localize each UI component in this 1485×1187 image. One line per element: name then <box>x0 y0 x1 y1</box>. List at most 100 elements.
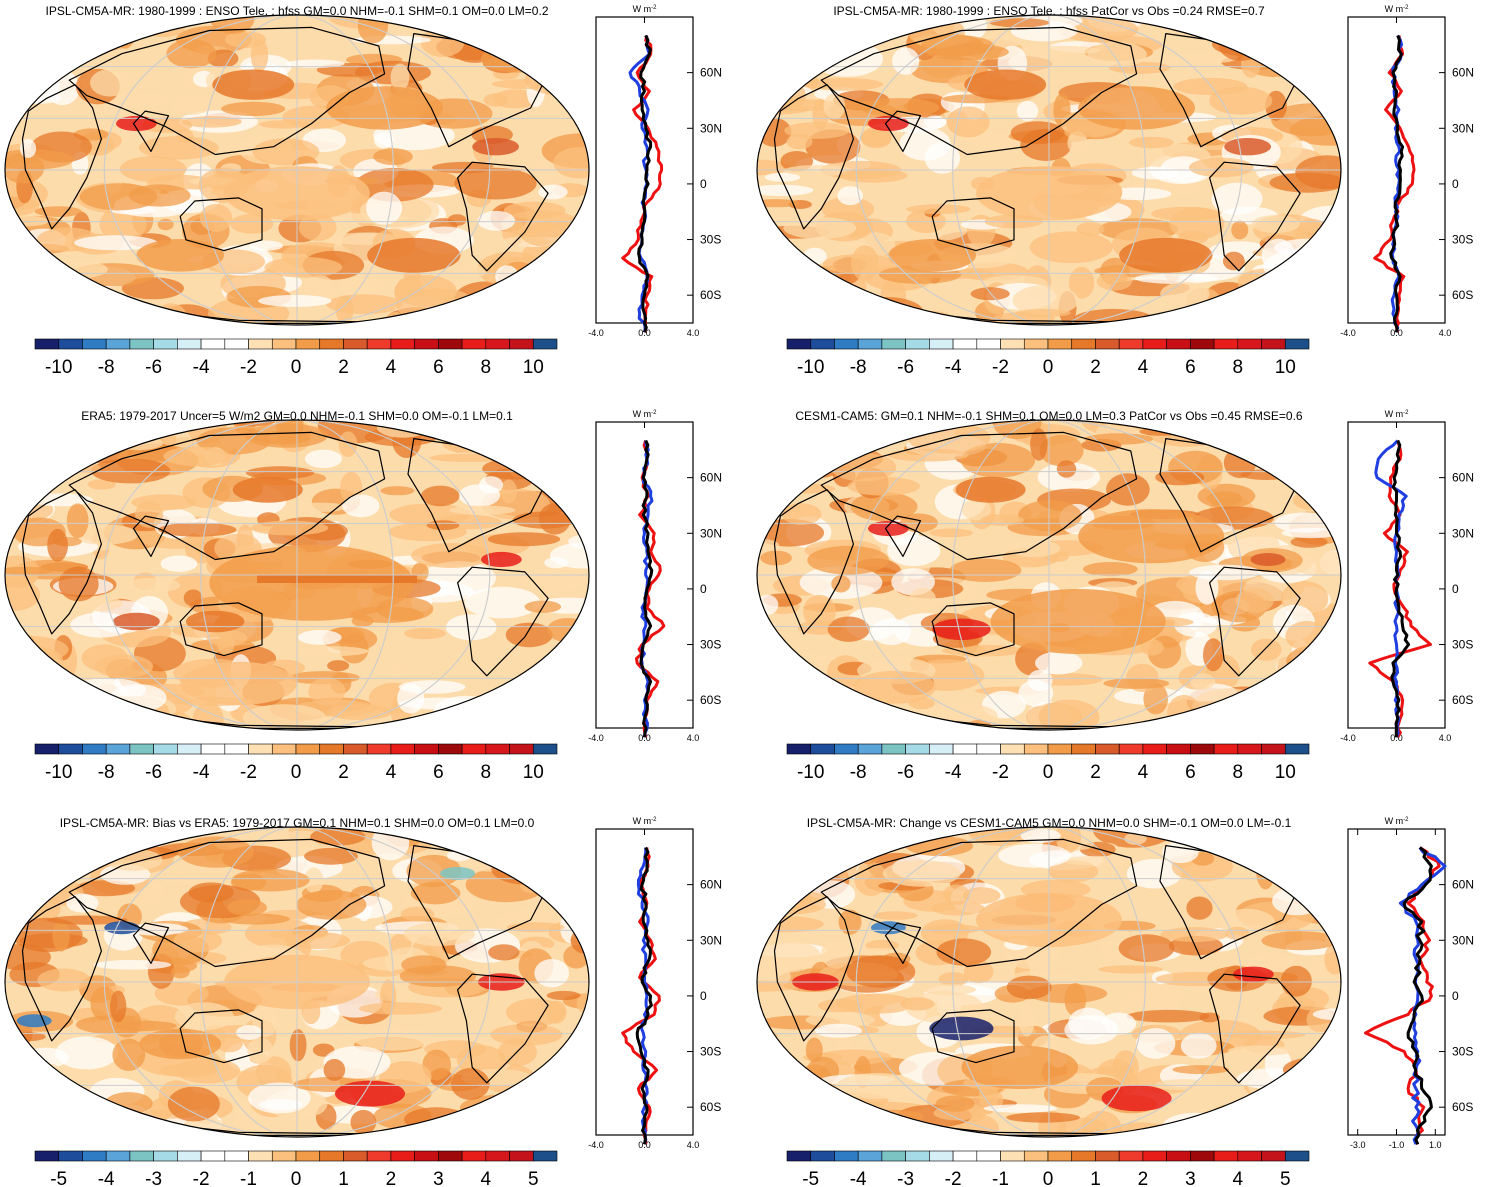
colorbar-label: 8 <box>1233 762 1244 783</box>
field-anomaly <box>186 610 245 633</box>
field-patch <box>1192 688 1265 724</box>
field-patch <box>519 877 544 893</box>
field-patch <box>227 899 267 916</box>
field-patch <box>1304 695 1326 723</box>
coastline-samerica <box>457 973 549 1084</box>
zonal-mean-plot: W m-2 60N 30N 0 30S 60S -4.0 0.0 4.0 <box>588 409 722 743</box>
colorbar-swatch <box>509 338 534 350</box>
field-patch <box>882 860 961 887</box>
zonal-xtick-label: 4.0 <box>1439 328 1452 338</box>
field-patch <box>490 1024 563 1046</box>
colorbar-swatch <box>532 338 558 350</box>
zonal-xtick-label: -4.0 <box>1340 328 1356 338</box>
field-patch <box>5 617 16 631</box>
colorbar-swatch <box>390 338 415 350</box>
colorbar-swatch <box>485 338 510 350</box>
field-patch <box>1007 539 1061 558</box>
field-patch <box>1030 428 1048 461</box>
field-patch <box>779 708 803 730</box>
field-patch <box>869 717 916 730</box>
field-patch <box>799 686 859 708</box>
field-patch <box>1218 26 1264 61</box>
zonal-xtick-label: -4.0 <box>588 733 604 743</box>
field-patch <box>846 955 916 988</box>
field-patch <box>768 662 786 686</box>
field-patch <box>540 24 568 43</box>
field-patch <box>1283 283 1341 298</box>
zonal-series-2 <box>1389 34 1405 333</box>
field-patch <box>1172 1065 1230 1075</box>
coastline-africa <box>21 84 102 230</box>
graticule-lon <box>103 420 491 730</box>
colorbar-swatch <box>1023 338 1049 350</box>
field-patch <box>519 34 536 69</box>
colorbar-swatch <box>438 338 463 350</box>
field-patch <box>1208 241 1271 262</box>
field-patch <box>853 670 936 704</box>
zonal-xtick-label: 1.0 <box>1429 1140 1442 1150</box>
map <box>4 14 590 326</box>
zonal-ytick-label: 30S <box>700 638 721 652</box>
field-patch <box>530 442 553 461</box>
zonal-ytick-label: 30N <box>1452 933 1474 947</box>
zonal-ytick-label: 0 <box>1452 177 1459 191</box>
field-patch <box>474 312 542 325</box>
colorbar-label: 0 <box>1043 357 1054 378</box>
colorbar-swatch <box>58 338 83 350</box>
zonal-series-2 <box>1402 846 1433 1145</box>
field-patch <box>231 868 310 892</box>
field-patch <box>439 306 468 316</box>
field-patch <box>992 420 1042 440</box>
field-patch <box>1169 207 1225 240</box>
colorbar-swatch <box>976 743 1001 755</box>
field-patch <box>546 618 589 643</box>
field-anomaly <box>1233 966 1274 982</box>
colorbar: -10 -8 -6 -4 -2 0 2 4 6 8 10 <box>34 338 558 378</box>
graticule-lon <box>103 827 491 1137</box>
field-patch <box>326 294 403 315</box>
coastline-india <box>132 110 170 152</box>
zonal-unit-sup: -2 <box>651 410 657 416</box>
field-patch <box>1006 975 1052 1000</box>
zonal-ytick-label: 60S <box>1452 693 1473 707</box>
field-patch <box>1279 280 1341 304</box>
field-patch <box>1297 853 1341 868</box>
colorbar-swatch <box>343 743 368 755</box>
zonal-xtick-label: 0.0 <box>638 733 651 743</box>
field-patch <box>550 1055 589 1067</box>
field-patch <box>1236 1068 1310 1090</box>
colorbar-swatch <box>952 338 978 350</box>
colorbar-label: -10 <box>45 762 72 783</box>
field-patch <box>242 704 327 730</box>
field-patch <box>559 682 589 713</box>
field-patch <box>24 1118 53 1137</box>
field-patch <box>757 184 814 196</box>
field-patch <box>1280 965 1312 997</box>
field-patch <box>298 213 337 241</box>
field-patch <box>806 1102 858 1121</box>
field-anomaly <box>1078 86 1195 130</box>
colorbar-swatch <box>438 1150 463 1162</box>
zonal-mean-plot: W m-2 60N 30N 0 30S 60S -4.0 0.0 4.0 <box>588 4 722 338</box>
colorbar-swatch <box>1095 1150 1120 1162</box>
field-patch <box>1174 612 1218 637</box>
field-patch <box>5 856 56 886</box>
coastline-eurasia <box>68 838 386 968</box>
field-anomaly <box>868 520 909 537</box>
colorbar-swatch <box>248 1150 273 1162</box>
field-patch <box>308 677 346 706</box>
field-anomaly <box>326 86 443 130</box>
colorbar-label: 8 <box>481 762 492 783</box>
colorbar-label: -1 <box>240 1169 257 1187</box>
field-patch <box>793 721 870 730</box>
map-border <box>4 826 590 1138</box>
field-anomaly <box>232 476 303 503</box>
zonal-xtick-label: 0.0 <box>1390 328 1403 338</box>
field-patch <box>1302 248 1341 281</box>
field-patch <box>1287 1122 1341 1137</box>
field-patch <box>760 1052 793 1072</box>
colorbar-label: -8 <box>850 357 867 378</box>
field-patch <box>836 1073 918 1099</box>
field-patch <box>1126 1009 1210 1023</box>
field-patch <box>30 259 108 280</box>
